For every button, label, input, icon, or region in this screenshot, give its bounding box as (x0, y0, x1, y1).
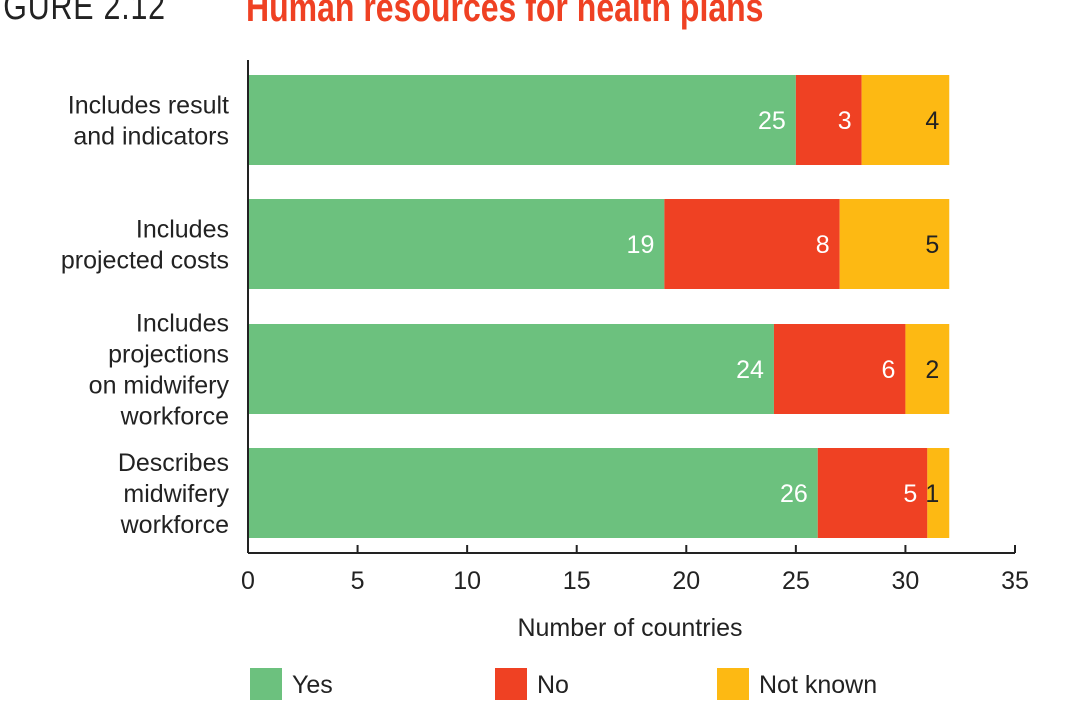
data-label: 4 (925, 107, 939, 135)
bar-segment-not-known (839, 199, 950, 289)
category-label: projected costs (61, 247, 229, 275)
bar-segment-no (773, 324, 906, 414)
bar-segment-no (817, 448, 928, 538)
legend-swatch-yes (250, 668, 282, 700)
bar-segment-no (664, 199, 840, 289)
data-label: 1 (925, 480, 939, 508)
bar-segment-yes (248, 324, 774, 414)
data-label: 25 (758, 107, 786, 135)
data-label: 3 (838, 107, 852, 135)
x-tick-label: 15 (563, 567, 591, 595)
data-label: 26 (780, 480, 808, 508)
chart-title: Human resources for health plans (246, 0, 764, 30)
category-label: on midwifery (89, 372, 230, 400)
x-tick-label: 25 (782, 567, 810, 595)
category-label: Describes (118, 449, 229, 477)
category-label: midwifery (123, 480, 229, 508)
x-tick-label: 35 (1001, 567, 1029, 595)
legend-label: No (537, 671, 569, 699)
category-label: workforce (120, 403, 229, 431)
category-label: and indicators (73, 123, 229, 151)
data-label: 5 (925, 231, 939, 259)
data-label: 19 (627, 231, 655, 259)
data-label: 2 (925, 356, 939, 384)
legend-swatch-not-known (717, 668, 749, 700)
legend-label: Not known (759, 671, 877, 699)
category-label: Includes (136, 310, 229, 338)
legend-label: Yes (292, 671, 333, 699)
x-tick-label: 10 (453, 567, 481, 595)
category-label: Includes result (68, 92, 229, 120)
data-label: 5 (903, 480, 917, 508)
bar-segment-yes (248, 199, 665, 289)
category-label: workforce (120, 511, 229, 539)
x-tick-label: 5 (351, 567, 365, 595)
bar-segment-not-known (905, 324, 950, 414)
x-tick-label: 0 (241, 567, 255, 595)
x-axis-label: Number of countries (517, 614, 742, 642)
legend-swatch-no (495, 668, 527, 700)
data-label: 8 (816, 231, 830, 259)
bar-segment-not-known (927, 448, 950, 538)
x-tick-label: 30 (892, 567, 920, 595)
data-label: 24 (736, 356, 764, 384)
bar-segment-no (795, 75, 862, 165)
bar-segment-yes (248, 75, 796, 165)
x-tick-label: 20 (672, 567, 700, 595)
bar-segment-not-known (861, 75, 950, 165)
figure-label: IGURE 2.12 (0, 0, 166, 28)
data-label: 6 (882, 356, 896, 384)
category-label: projections (108, 341, 229, 369)
bar-segment-yes (248, 448, 818, 538)
category-label: Includes (136, 216, 229, 244)
